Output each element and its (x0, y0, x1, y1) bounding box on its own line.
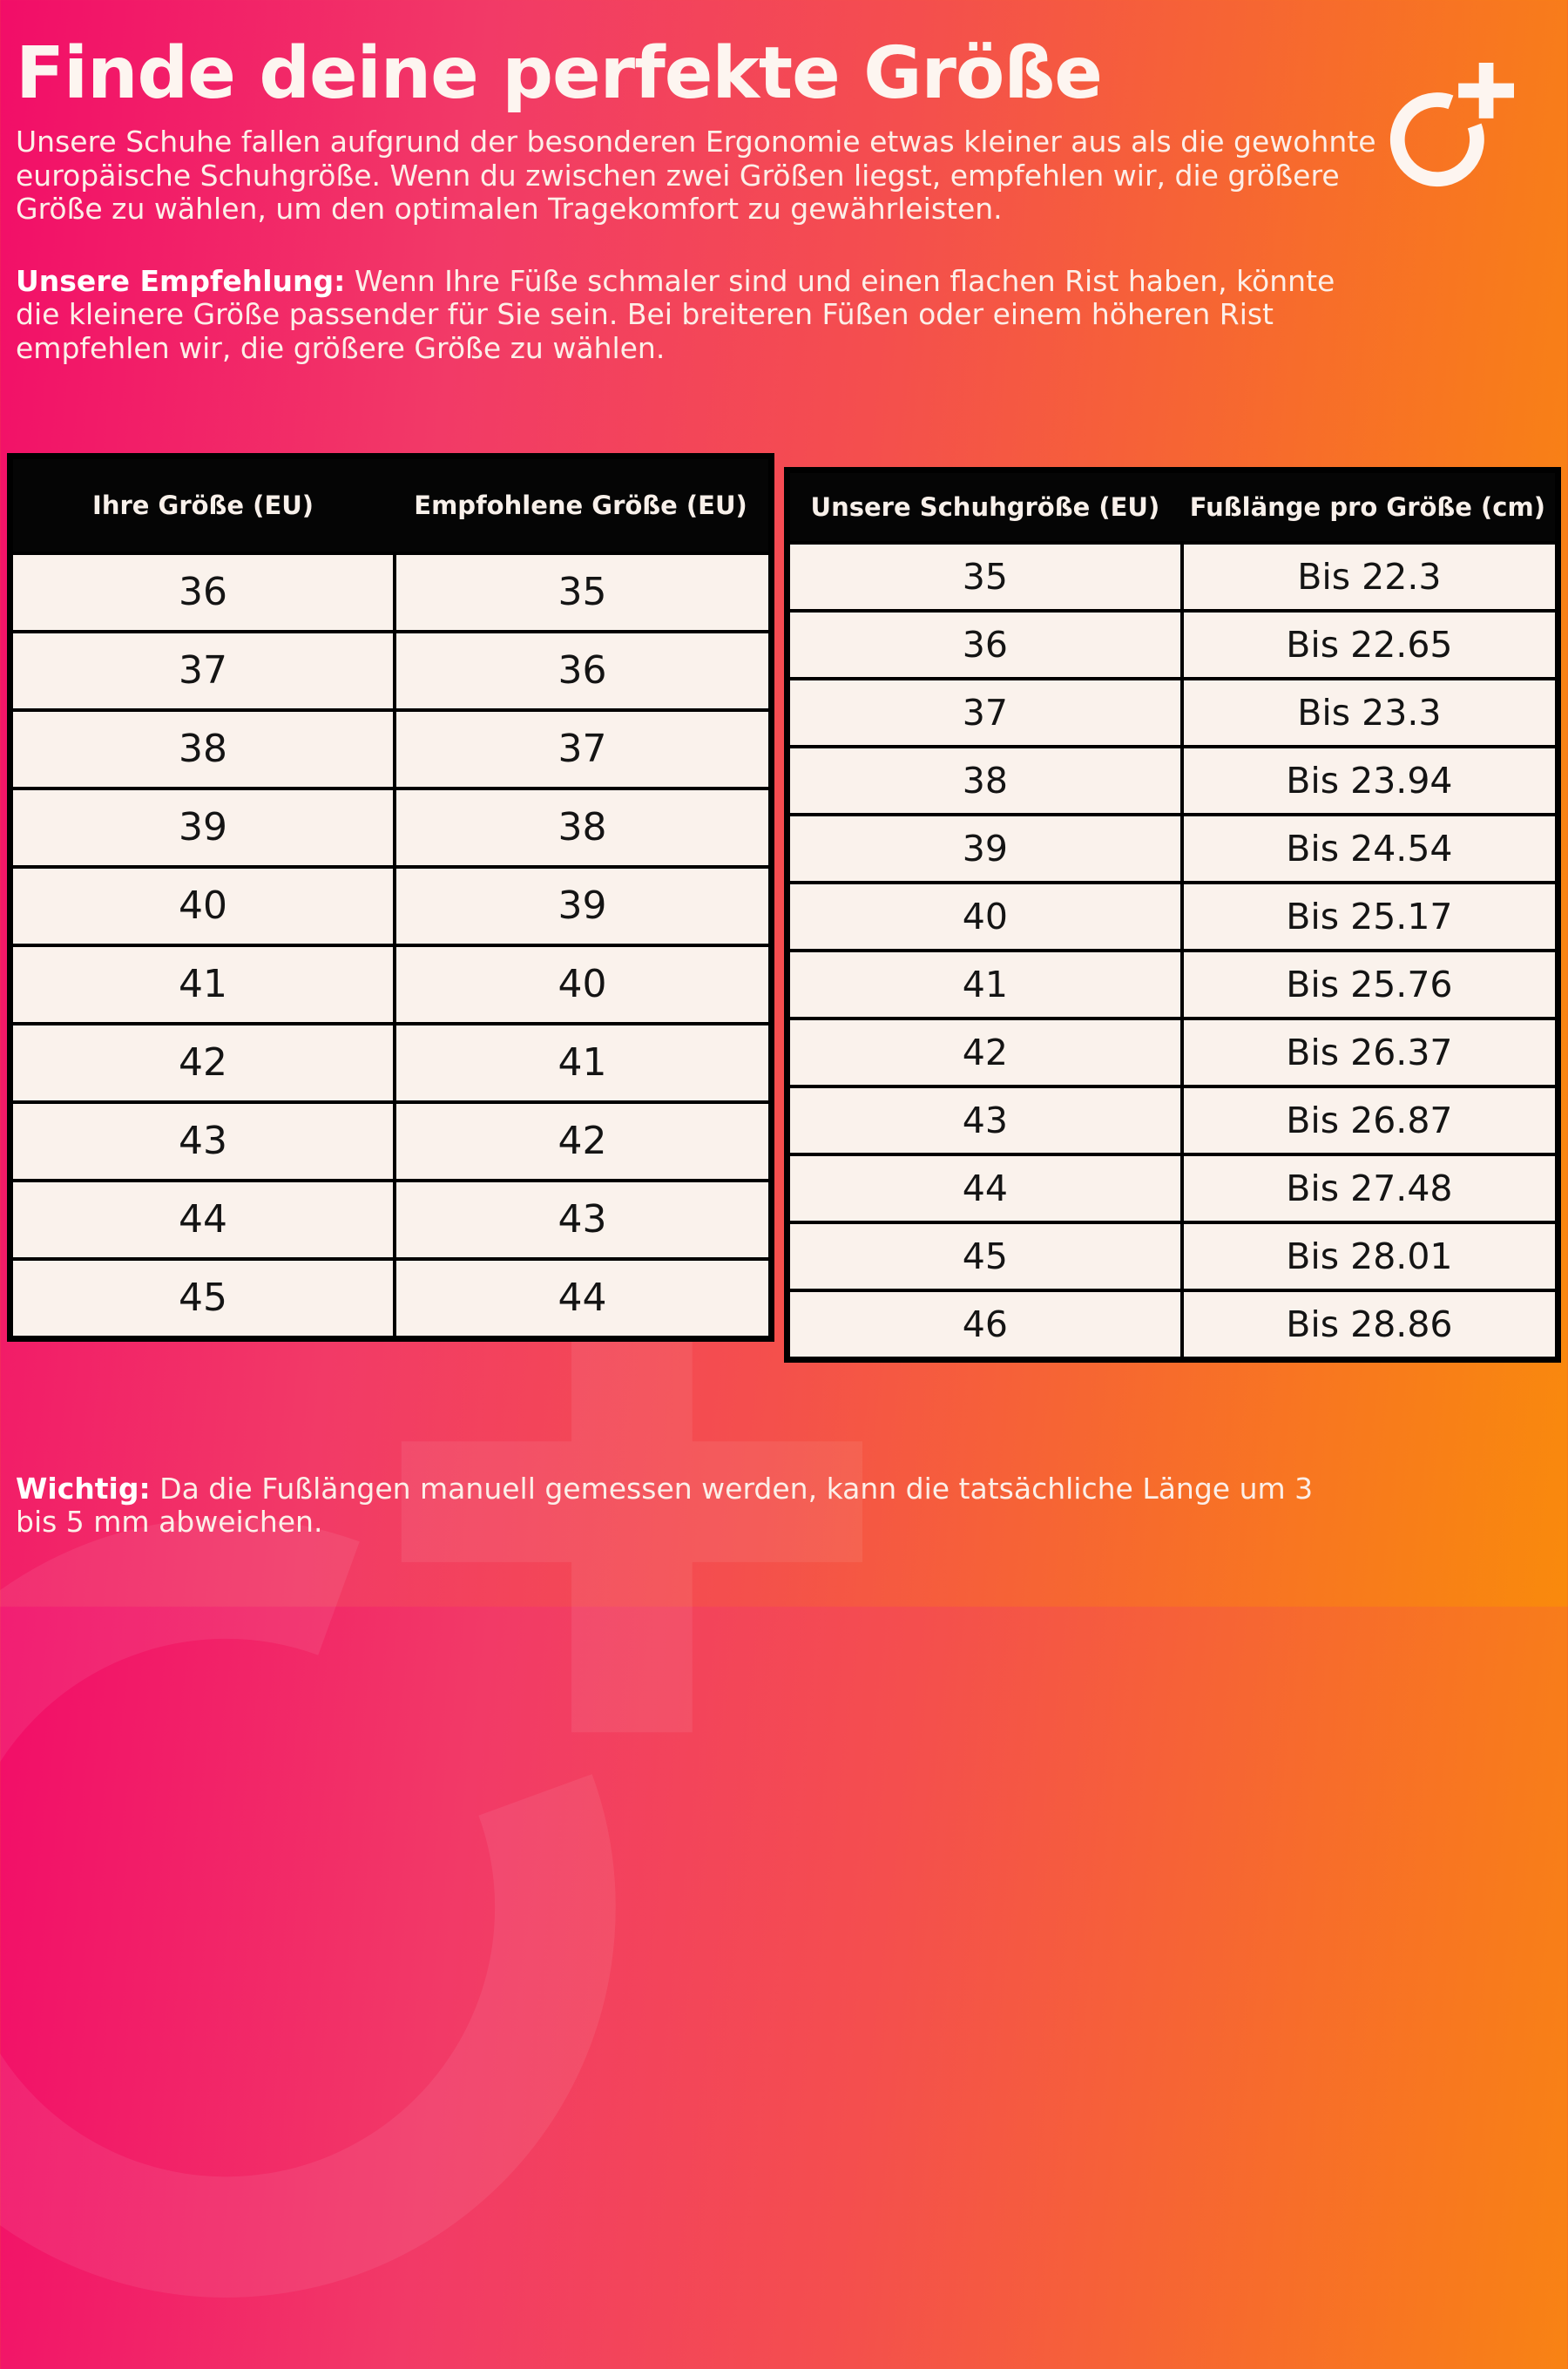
table-row: 36 Bis 22.65 (790, 608, 1555, 677)
table-cell: 35 (962, 555, 1008, 598)
table-cell: Bis 23.3 (1179, 680, 1555, 745)
table-cell: Bis 26.37 (1179, 1019, 1555, 1085)
table-cell: 40 (393, 946, 768, 1022)
table-cell: 43 (393, 1181, 768, 1257)
table-cell: 36 (179, 570, 228, 615)
column-header: Fußlänge pro Größe (cm) (1189, 491, 1545, 522)
table-row: 37 36 (13, 629, 768, 708)
table-row: 45 Bis 28.01 (790, 1220, 1555, 1289)
column-header: Empfohlene Größe (EU) (414, 490, 747, 520)
table-row: 46 Bis 28.86 (790, 1288, 1555, 1357)
table-row: 36 35 (13, 551, 768, 630)
table-cell: Bis 27.48 (1179, 1155, 1555, 1221)
table-cell: 42 (962, 1031, 1008, 1073)
table-cell: 39 (962, 827, 1008, 870)
table-row: 40 39 (13, 864, 768, 944)
table-cell: 38 (393, 789, 768, 865)
table-row: 38 Bis 23.94 (790, 744, 1555, 813)
table-cell: Bis 28.86 (1179, 1291, 1555, 1357)
foot-length-table: Unsere Schuhgröße (EU) Fußlänge pro Größe… (784, 466, 1561, 1363)
table-cell: 39 (393, 868, 768, 944)
table-row: 40 Bis 25.17 (790, 880, 1555, 949)
table-cell: Bis 24.54 (1179, 816, 1555, 881)
table-cell: 45 (179, 1276, 228, 1321)
table-cell: 39 (179, 805, 228, 850)
table-row: 38 37 (13, 707, 768, 787)
table-row: 45 44 (13, 1256, 768, 1336)
table-row: 41 Bis 25.76 (790, 948, 1555, 1017)
table-cell: 42 (393, 1103, 768, 1179)
table-row: 43 Bis 26.87 (790, 1084, 1555, 1153)
table-cell: 41 (393, 1025, 768, 1100)
table-cell: 37 (962, 691, 1008, 734)
table-cell: 41 (962, 963, 1008, 1005)
table-cell: 38 (962, 759, 1008, 802)
note-text: Da die Fußlängen manuell gemessen werden… (16, 1471, 1314, 1540)
table-cell: 44 (393, 1260, 768, 1336)
recommendation-paragraph: Unsere Empfehlung: Wenn Ihre Füße schmal… (16, 263, 1379, 366)
table-cell: 36 (393, 633, 768, 708)
table-cell: 43 (179, 1119, 228, 1164)
table-cell: 37 (179, 648, 228, 694)
table-cell: 41 (179, 962, 228, 1007)
foot-length-table-wrap: Unsere Schuhgröße (EU) Fußlänge pro Größe… (784, 466, 1561, 1363)
table-cell: Bis 25.76 (1179, 951, 1555, 1017)
size-tables: Ihre Größe (EU) Empfohlene Größe (EU) 36 35… (7, 452, 1561, 1363)
intro-paragraph: Unsere Schuhe fallen aufgrund der besond… (16, 125, 1379, 227)
table-cell: 40 (179, 883, 228, 929)
table-cell: 44 (962, 1167, 1008, 1209)
table-row: 42 41 (13, 1021, 768, 1100)
table-cell: Bis 25.17 (1179, 883, 1555, 949)
table-cell: Bis 28.01 (1179, 1223, 1555, 1289)
table-cell: 46 (962, 1303, 1008, 1345)
table-row: 39 38 (13, 786, 768, 865)
page-title: Finde deine perfekte Größe (16, 32, 1103, 115)
note-label: Wichtig: (16, 1471, 151, 1506)
table-cell: Bis 26.87 (1179, 1087, 1555, 1153)
table-row: 41 40 (13, 943, 768, 1022)
table-cell: 40 (962, 895, 1008, 937)
table-header-row: Unsere Schuhgröße (EU) Fußlänge pro Größe… (790, 472, 1555, 541)
table-row: 35 Bis 22.3 (790, 540, 1555, 609)
intro-text: Unsere Schuhe fallen aufgrund der besond… (16, 125, 1376, 227)
table-row: 44 43 (13, 1178, 768, 1257)
table-cell: 35 (393, 554, 768, 630)
logo-ring (1389, 92, 1484, 187)
column-header: Unsere Schuhgröße (EU) (810, 491, 1160, 522)
table-cell: 38 (179, 727, 228, 772)
table-row: 42 Bis 26.37 (790, 1016, 1555, 1085)
table-row: 39 Bis 24.54 (790, 812, 1555, 881)
table-cell: 44 (179, 1197, 228, 1242)
table-cell: Bis 22.3 (1179, 544, 1555, 609)
column-header: Ihre Größe (EU) (92, 490, 314, 520)
size-conversion-table: Ihre Größe (EU) Empfohlene Größe (EU) 36 35… (7, 452, 774, 1342)
table-row: 44 Bis 27.48 (790, 1152, 1555, 1221)
table-row: 37 Bis 23.3 (790, 676, 1555, 745)
logo-plus-icon (1458, 63, 1514, 118)
table-cell: 42 (179, 1040, 228, 1086)
table-cell: 37 (393, 711, 768, 787)
table-row: 43 42 (13, 1100, 768, 1179)
recommendation-label: Unsere Empfehlung: (16, 263, 346, 298)
table-cell: Bis 23.94 (1179, 748, 1555, 813)
o-plus-brand-logo (1389, 63, 1514, 187)
recommendation-text: Wenn Ihre Füße schmaler sind und einen f… (16, 263, 1335, 366)
table-cell: 43 (962, 1099, 1008, 1141)
table-cell: Bis 22.65 (1179, 612, 1555, 677)
table-cell: 45 (962, 1235, 1008, 1277)
note-paragraph: Wichtig: Da die Fußlängen manuell gemess… (16, 1472, 1322, 1540)
table-header-row: Ihre Größe (EU) Empfohlene Größe (EU) (13, 458, 768, 552)
table-cell: 36 (962, 623, 1008, 666)
